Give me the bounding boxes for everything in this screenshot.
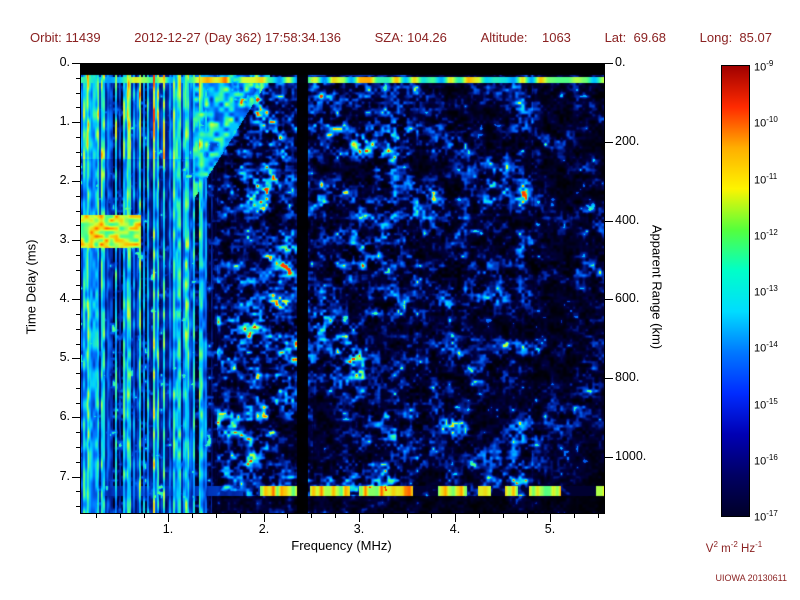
header-field-lat: Lat: 69.68 [604,30,667,45]
axis-tick [527,514,528,518]
axis-tick [407,514,408,518]
colorbar-unit-label: V2 m-2 Hz-1 [705,540,763,555]
axis-tick [72,358,80,359]
header-field-orbit: Orbit: 11439 [30,30,101,45]
axis-tick [383,514,384,518]
spectrogram-canvas [80,63,605,514]
y-axis-label-left: Time Delay (ms) [23,239,39,335]
header-field-altitude: Altitude: 1063 [480,30,571,45]
axis-tick [605,63,613,64]
x-tick-label: 2. [258,522,270,536]
axis-tick [605,142,613,143]
colorbar-tick-label: 10-17 [754,509,778,524]
y-tick-label-left: 4. [59,291,70,305]
y-tick-label-left: 0. [59,55,70,69]
axis-tick [168,514,169,522]
y-tick-label-left: 5. [59,350,70,364]
header-field-sza: SZA: 104.26 [374,30,447,45]
y-tick-label-right: 1000. [615,449,647,463]
colorbar-tick-label: 10-12 [754,227,778,243]
axis-tick [96,514,97,518]
axis-tick [359,514,360,522]
axis-tick [287,514,288,518]
axis-tick [503,514,504,518]
axis-tick [605,378,613,379]
axis-tick [72,63,80,64]
axis-tick [479,514,480,518]
axis-tick [335,514,336,518]
y-tick-label-left: 1. [59,114,70,128]
axis-tick [72,477,80,478]
axis-tick [598,514,599,518]
axis-tick [605,221,613,222]
axis-tick [574,514,575,518]
axis-tick [144,514,145,518]
colorbar-tick-label: 10-13 [754,284,778,299]
y-tick-label-right: 800. [615,370,640,384]
axis-tick [72,417,80,418]
axis-tick [72,122,80,123]
axis-tick [605,299,613,300]
axis-tick [72,240,80,241]
x-tick-label: 4. [449,522,461,536]
x-tick-label: 1. [162,522,174,536]
y-tick-label-left: 7. [59,469,70,483]
header-field-long: Long: 85.07 [699,30,772,45]
axis-tick [311,514,312,518]
y-tick-label-right: 200. [615,134,640,148]
colorbar-tick-label: 10-16 [754,452,778,468]
x-tick-label: 3. [353,522,365,536]
axis-tick [72,299,80,300]
header-field-datetime: 2012-12-27 (Day 362) 17:58:34.136 [134,30,341,45]
axis-tick [192,514,193,518]
watermark: UIOWA 20130611 [715,573,787,583]
y-tick-label-left: 3. [59,232,70,246]
colorbar-tick-label: 10-15 [754,396,778,412]
axis-tick [216,514,217,518]
y-tick-label-right: 0. [615,55,626,69]
colorbar-gradient [721,65,750,517]
axis-tick [550,514,551,522]
axis-tick [120,514,121,518]
axis-tick [240,514,241,518]
colorbar-tick-label: 10-14 [754,340,778,355]
axis-tick [264,514,265,522]
colorbar-tick-label: 10-11 [754,171,778,187]
axis-tick [605,457,613,458]
x-tick-label: 5. [544,522,556,536]
colorbar-tick-label: 10-9 [754,59,774,74]
axis-tick [72,181,80,182]
y-tick-label-left: 2. [59,173,70,187]
axis-tick [431,514,432,518]
y-tick-label-left: 6. [59,409,70,423]
header-line: Orbit: 11439 2012-12-27 (Day 362) 17:58:… [30,30,772,45]
colorbar-tick-label: 10-10 [754,115,778,130]
y-axis-label-right: Apparent Range (km) [649,224,665,350]
axis-tick [455,514,456,522]
x-axis-label: Frequency (MHz) [291,538,392,553]
